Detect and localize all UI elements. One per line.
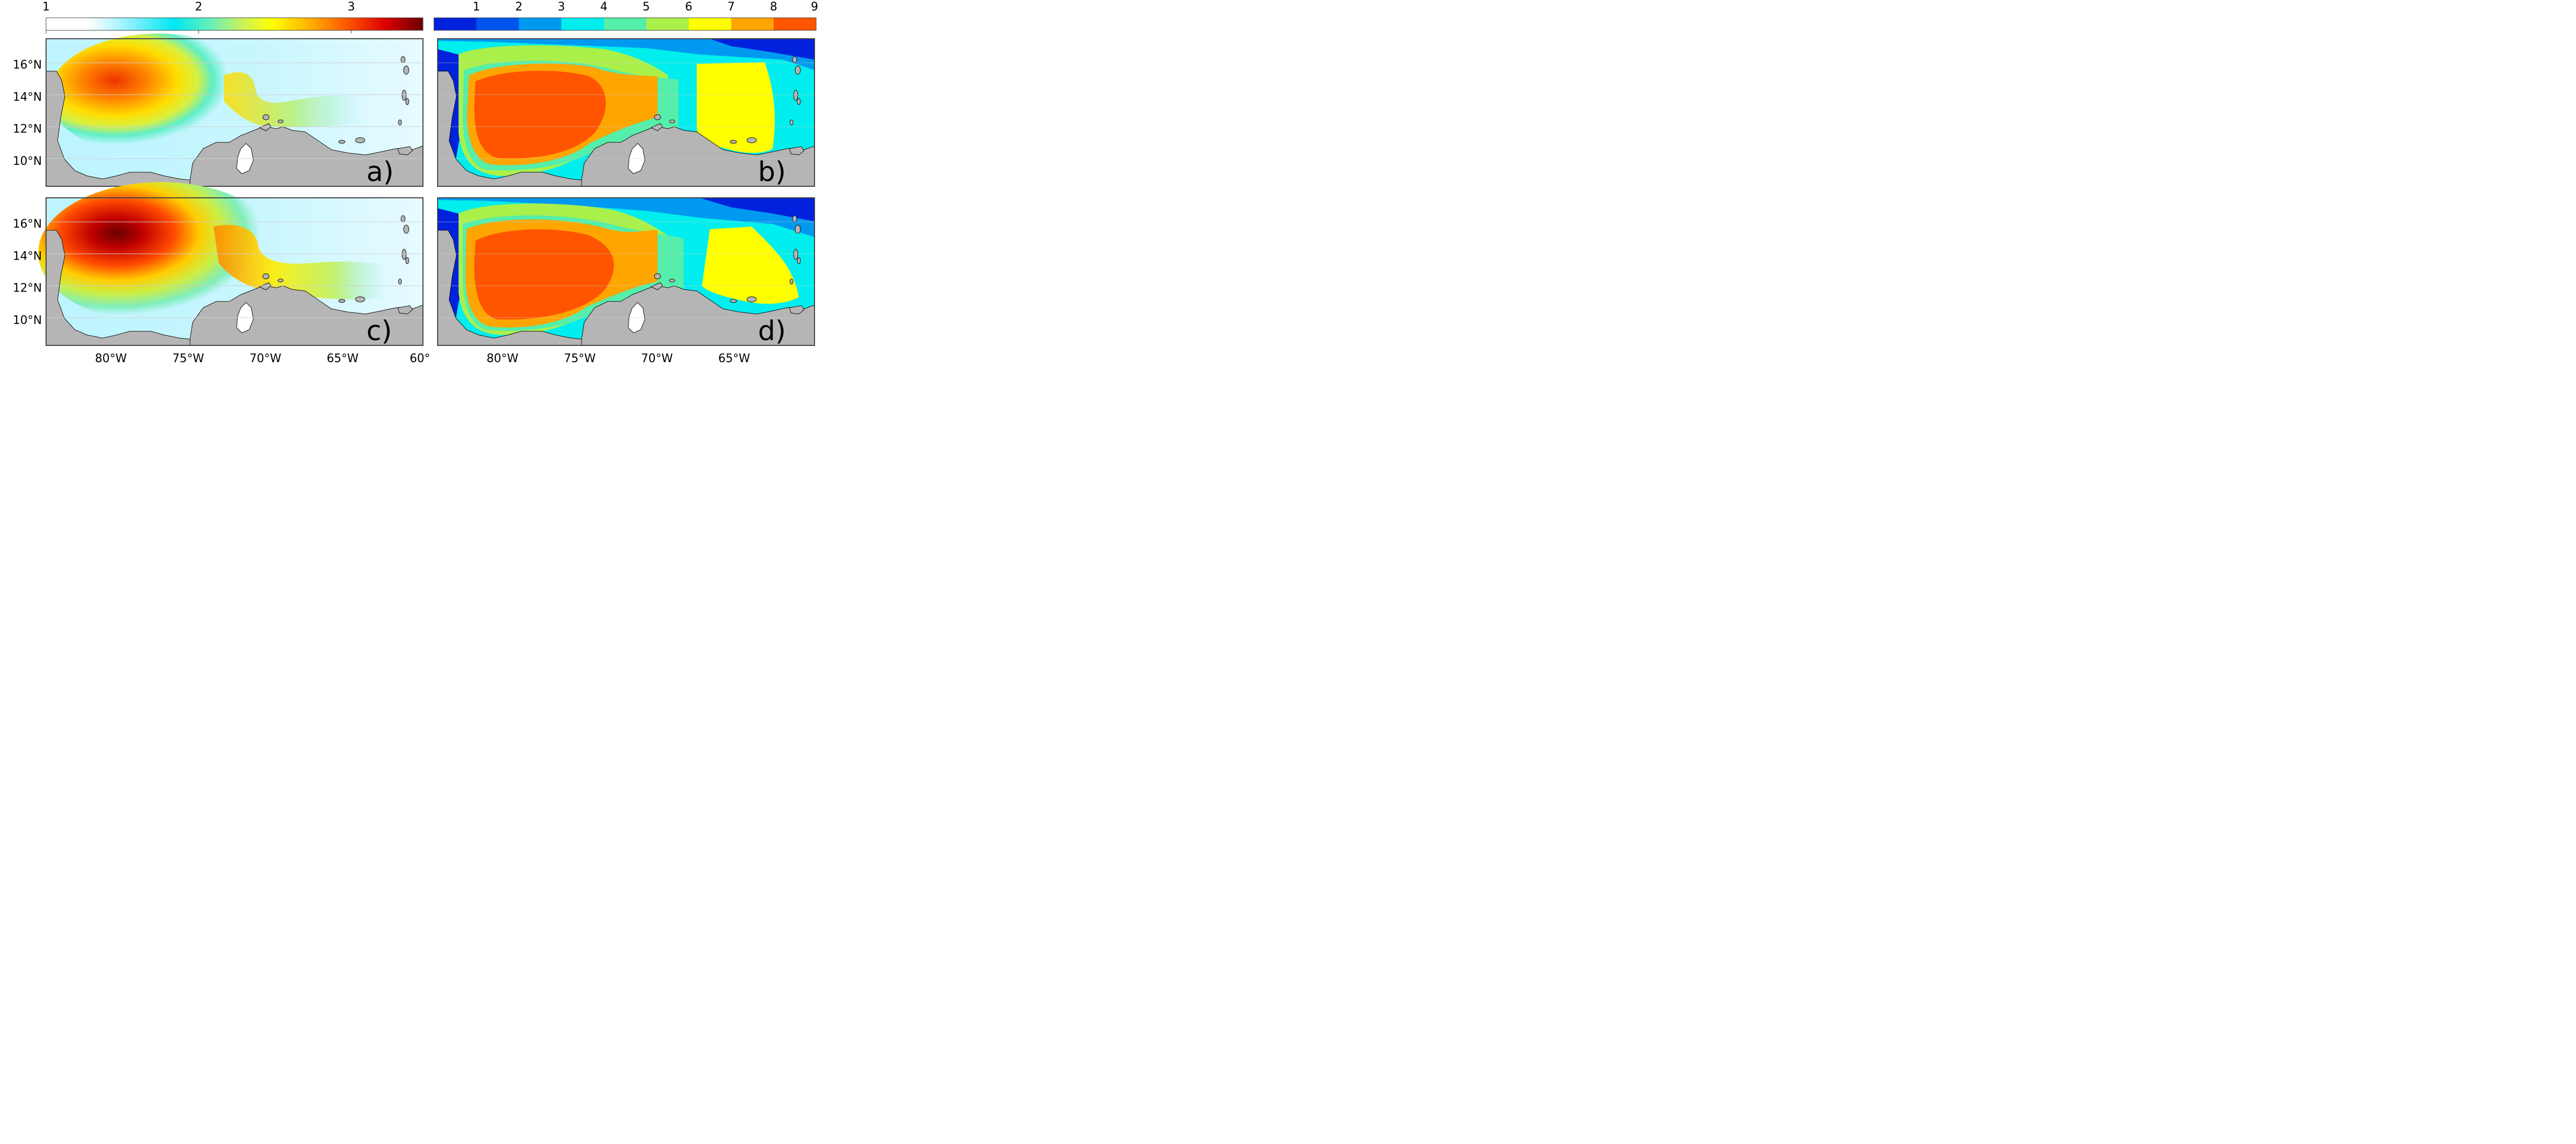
panel-label-b: b) [758,156,786,188]
panel-d: d) [437,197,815,347]
longitude-tick-label: 75°W [172,352,204,365]
longitude-tick-label: 65°W [327,352,359,365]
figure: 1 2 3 1 2 3 4 5 6 7 8 9 a) [13,1,818,365]
colorbar-right-class [519,18,562,30]
longitude-tick-label: 65°W [718,352,750,365]
latitude-tick-label: 12°N [13,282,42,295]
longitude-tick-label: 80°W [487,352,519,365]
longitude-ticks: 80°W 75°W 70°W 65°W 60° 80°W 75°W 70°W 65°W [95,352,751,365]
colorbar-left: 1 2 3 [42,1,423,33]
colorbar-right-tick-label: 4 [600,1,607,14]
longitude-tick-label: 70°W [250,352,282,365]
latitude-tick-label: 16°N [13,218,42,231]
colorbar-right-class [476,18,519,30]
panel-b: b) [437,38,815,188]
colorbar-right-class [646,18,689,30]
panel-c: c) [38,182,423,347]
colorbar-left-tick-label: 1 [42,1,50,14]
colorbar-right: 1 2 3 4 5 6 7 8 9 [433,1,818,31]
longitude-tick-label: 80°W [95,352,127,365]
colorbar-right-tick-label: 6 [685,1,693,14]
colorbar-right-tick-label: 7 [728,1,735,14]
latitude-tick-label: 14°N [13,250,42,263]
panel-label-d: d) [758,316,786,347]
latitude-tick-label: 10°N [13,314,42,327]
colorbar-left-gradient [46,17,423,31]
panel-label-c: c) [366,316,392,347]
colorbar-right-class [434,18,477,30]
panel-label-a: a) [366,156,394,188]
colorbar-right-class [561,18,604,30]
panel-a: a) [46,33,423,188]
longitude-tick-label: 70°W [641,352,673,365]
colorbar-right-class [731,18,774,30]
colorbar-right-tick-label: 1 [473,1,480,14]
colorbar-right-class [604,18,647,30]
colorbar-right-tick-label: 8 [770,1,777,14]
longitude-tick-label: 75°W [564,352,596,365]
latitude-tick-label: 10°N [13,155,42,168]
colorbar-right-tick-label: 9 [811,1,818,14]
latitude-ticks: 16°N 14°N 12°N 10°N 16°N 14°N 12°N 10°N [13,59,42,327]
colorbar-right-tick-label: 2 [515,1,522,14]
colorbar-left-tick-label: 2 [195,1,202,14]
colorbar-right-tick-label: 3 [557,1,565,14]
colorbar-right-tick-label: 5 [643,1,650,14]
longitude-tick-label: 60° [410,352,430,365]
colorbar-right-class [688,18,732,30]
latitude-tick-label: 16°N [13,59,42,72]
colorbar-left-tick-label: 3 [348,1,355,14]
latitude-tick-label: 14°N [13,91,42,104]
colorbar-right-class [773,18,817,30]
latitude-tick-label: 12°N [13,123,42,136]
